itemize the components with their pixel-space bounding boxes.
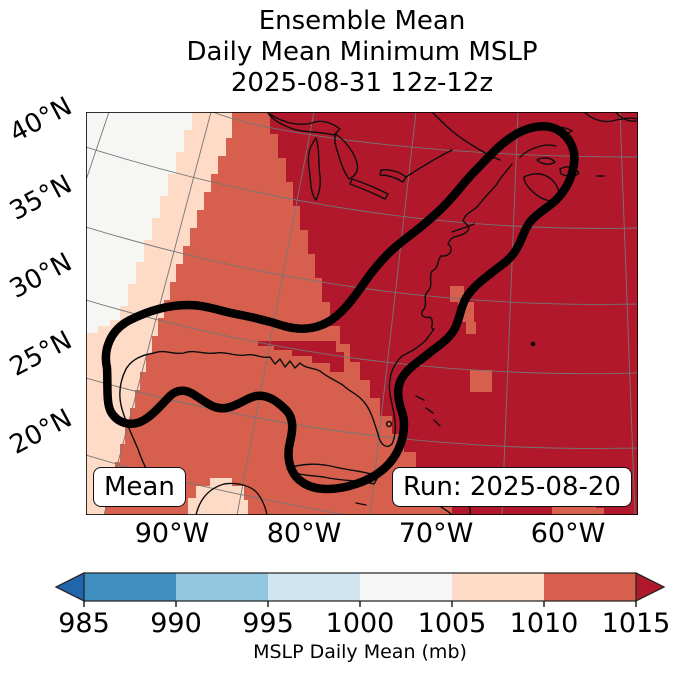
colorbar-tick-label: 1015 (601, 608, 671, 639)
lat-tick-label: 20°N (5, 403, 77, 461)
colorbar-ticks-marks (83, 601, 637, 607)
colorbar-tick-label: 990 (150, 608, 202, 639)
colorbar-under-arrow (56, 573, 84, 601)
field-1005-1010 (86, 112, 232, 515)
colorbar-tick-label: 1010 (509, 608, 579, 639)
map-canvas (86, 112, 638, 515)
title-line-1: Ensemble Mean (258, 6, 466, 36)
figure-title: Ensemble Mean Daily Mean Minimum MSLP 20… (36, 6, 688, 99)
colorbar-tick-label: 985 (58, 608, 110, 639)
colorbar-tick-labels: 985 990 995 1000 1005 1010 1015 (38, 608, 682, 639)
colorbar-tick-label: 1000 (325, 608, 395, 639)
run-date-box: Run: 2025-08-20 (392, 467, 632, 507)
colorbar-over-arrow (636, 573, 664, 601)
stat-label-box: Mean (93, 467, 186, 507)
field-patch-yucatan (188, 478, 248, 515)
colorbar-seg-1000-1005 (360, 573, 452, 601)
field-pixel-patch (466, 322, 476, 334)
field-pixel-patch (470, 370, 492, 392)
field-1000-1005 (86, 112, 192, 333)
colorbar-seg-1005-1010 (452, 573, 544, 601)
title-line-2: Daily Mean Minimum MSLP (186, 37, 538, 67)
colorbar-tick-label: 995 (242, 608, 294, 639)
lon-tick-label: 60°W (530, 518, 606, 549)
bermuda-dot (530, 341, 536, 347)
colorbar-seg-990-995 (176, 573, 268, 601)
lon-tick-label: 70°W (398, 518, 474, 549)
colorbar-tick-label: 1005 (417, 608, 487, 639)
colorbar-seg-995-1000 (268, 573, 360, 601)
lake-okeechobee (385, 420, 393, 428)
y-axis-lat-labels: 40°N 35°N 30°N 25°N 20°N (2, 81, 80, 471)
field-patch-dark-gulf-coast (258, 341, 344, 372)
colorbar (54, 571, 666, 607)
x-axis-lon-labels: 90°W 80°W 70°W 60°W (106, 518, 634, 549)
colorbar-seg-1010-1015 (544, 573, 636, 601)
title-line-3: 2025-08-31 12z-12z (230, 68, 494, 98)
colorbar-seg-985-990 (84, 573, 176, 601)
field-1010-1015 (105, 112, 452, 515)
ensemble-track-contour (101, 122, 579, 494)
lon-tick-label: 90°W (134, 518, 210, 549)
lon-tick-label: 80°W (266, 518, 342, 549)
colorbar-caption: MSLP Daily Mean (mb) (253, 641, 467, 663)
